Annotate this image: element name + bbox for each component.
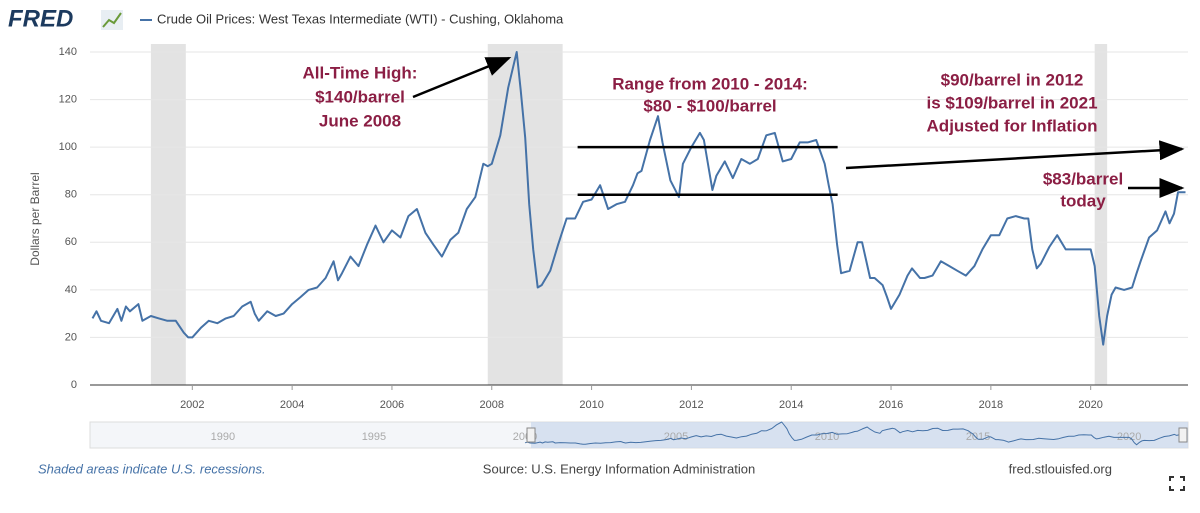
- navigator-tick-label: 2010: [815, 431, 839, 443]
- x-tick-label: 2014: [779, 399, 803, 411]
- annotation: Adjusted for Inflation: [927, 116, 1098, 135]
- annotation: $140/barrel: [315, 87, 405, 106]
- y-tick-label: 60: [65, 236, 77, 248]
- price-line: [91, 51, 1186, 346]
- navigator-tick-label: 1990: [211, 431, 235, 443]
- logo-icon: [101, 10, 123, 30]
- recession-band: [487, 44, 563, 385]
- x-tick-label: 2002: [180, 399, 204, 411]
- y-tick-label: 140: [59, 46, 77, 58]
- annotation: $90/barrel in 2012: [941, 70, 1084, 89]
- x-tick-label: 2008: [480, 399, 504, 411]
- navigator-handle[interactable]: [1178, 427, 1188, 443]
- annotation: Range from 2010 - 2014:: [612, 74, 808, 93]
- fullscreen-icon[interactable]: [1169, 476, 1185, 491]
- x-tick-label: 2012: [679, 399, 703, 411]
- navigator-line: [524, 421, 1187, 446]
- x-tick-label: 2018: [979, 399, 1003, 411]
- footer-right[interactable]: fred.stlouisfed.org: [1009, 461, 1112, 476]
- annotation: All-Time High:: [303, 63, 418, 82]
- navigator-handle[interactable]: [526, 427, 536, 443]
- annotation: June 2008: [319, 111, 401, 130]
- y-tick-label: 120: [59, 93, 77, 105]
- x-tick-label: 2016: [879, 399, 903, 411]
- y-tick-label: 40: [65, 284, 77, 296]
- x-tick-label: 2020: [1078, 399, 1102, 411]
- navigator-tick-label: 2005: [664, 431, 688, 443]
- arrows: [412, 56, 1185, 198]
- y-tick-label: 80: [65, 189, 77, 201]
- logo: FRED: [8, 5, 73, 32]
- annotation: is $109/barrel in 2021: [926, 93, 1097, 112]
- recession-band: [150, 44, 186, 385]
- y-tick-label: 100: [59, 141, 77, 153]
- x-tick-label: 2006: [380, 399, 404, 411]
- legend-label: Crude Oil Prices: West Texas Intermediat…: [157, 11, 564, 26]
- y-axis-label: Dollars per Barrel: [28, 172, 42, 265]
- navigator-tick-label: 2015: [966, 431, 990, 443]
- footer-center: Source: U.S. Energy Information Administ…: [483, 461, 755, 476]
- annotation: today: [1060, 191, 1106, 210]
- navigator-tick-label: 1995: [362, 431, 386, 443]
- annotation: $80 - $100/barrel: [643, 96, 776, 115]
- y-tick-label: 0: [71, 379, 77, 391]
- x-tick-label: 2004: [280, 399, 304, 411]
- footer-left: Shaded areas indicate U.S. recessions.: [38, 461, 266, 476]
- x-tick-label: 2010: [579, 399, 603, 411]
- y-tick-label: 20: [65, 331, 77, 343]
- annotation: $83/barrel: [1043, 169, 1123, 188]
